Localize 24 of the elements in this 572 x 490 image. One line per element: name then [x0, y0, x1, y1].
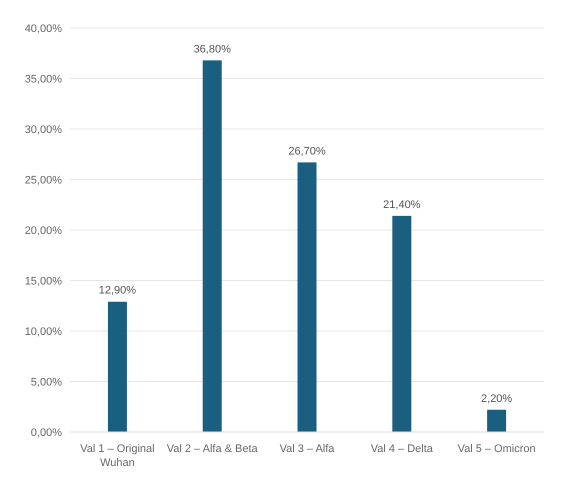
x-tick-label: Val 1 – Original Wuhan: [80, 443, 155, 469]
y-tick-label: 20,00%: [24, 224, 62, 237]
y-tick-label: 25,00%: [24, 174, 62, 186]
y-tick-label: 10,00%: [24, 326, 62, 338]
data-label: 36,80%: [194, 43, 232, 56]
x-tick-label: Val 2 – Alfa & Beta: [166, 443, 259, 455]
y-tick-label: 40,00%: [24, 22, 62, 35]
y-tick-label: 30,00%: [24, 124, 62, 136]
x-tick-label: Val 5 – Omicron: [458, 443, 536, 455]
bar: [487, 410, 506, 432]
x-tick-label: Val 3 – Alfa: [280, 443, 336, 455]
y-tick-label: 15,00%: [24, 275, 62, 288]
bar: [298, 162, 317, 432]
x-tick-label: Val 4 – Delta: [370, 443, 434, 455]
bar: [202, 60, 222, 432]
y-tick-label: 0,00%: [30, 426, 62, 439]
data-label: 2,20%: [481, 392, 512, 405]
data-label: 12,90%: [98, 284, 136, 297]
y-tick-label: 35,00%: [24, 73, 62, 86]
data-label: 26,70%: [288, 145, 326, 158]
bar: [392, 216, 412, 432]
bar: [108, 302, 127, 432]
data-label: 21,40%: [383, 198, 421, 211]
y-tick-label: 5,00%: [30, 376, 62, 388]
